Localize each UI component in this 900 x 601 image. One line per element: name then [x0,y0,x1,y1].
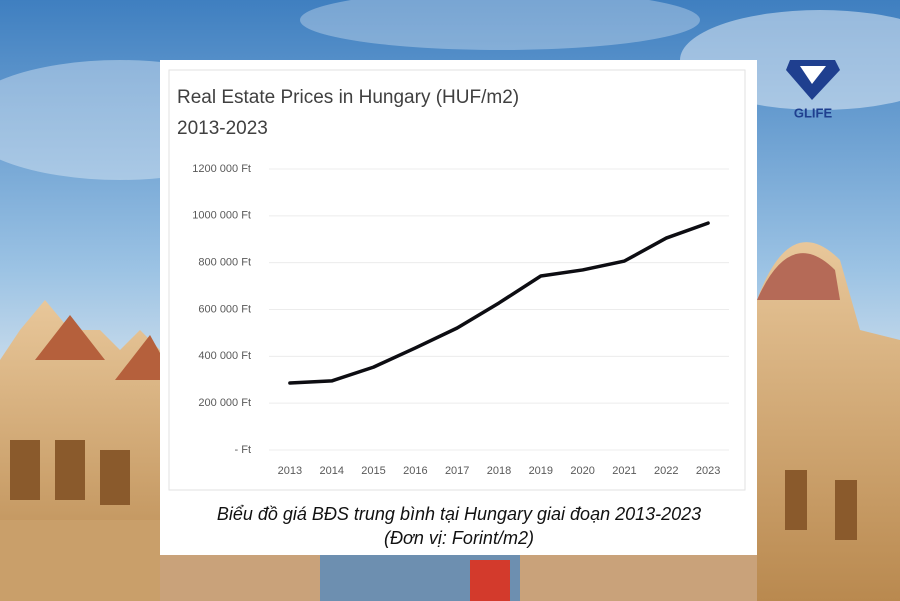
x-tick-label: 2016 [403,465,427,477]
x-tick-label: 2021 [612,465,636,477]
chart-frame [168,69,746,491]
y-tick-label: 800 000 Ft [198,257,251,269]
y-tick-label: 600 000 Ft [198,303,251,315]
y-tick-label: 1200 000 Ft [192,163,251,175]
y-tick-label: 1000 000 Ft [192,210,251,222]
x-tick-label: 2020 [570,465,594,477]
x-tick-label: 2019 [529,465,553,477]
x-tick-label: 2014 [319,465,343,477]
x-tick-label: 2018 [487,465,511,477]
caption: Biểu đồ giá BĐS trung bình tại Hungary g… [217,504,701,524]
y-tick-label: 400 000 Ft [198,350,251,362]
x-tick-label: 2022 [654,465,678,477]
x-tick-label: 2015 [361,465,385,477]
x-tick-label: 2013 [278,465,302,477]
logo-text: GLIFE [794,105,833,120]
x-tick-label: 2023 [696,465,720,477]
chart-subtitle: 2013-2023 [177,118,268,139]
x-tick-label: 2017 [445,465,469,477]
card [160,60,757,555]
caption: (Đơn vị: Forint/m2) [384,528,534,548]
y-tick-label: - Ft [235,444,252,456]
line [288,221,710,385]
y-tick-label: 200 000 Ft [198,397,251,409]
logo: GLIFE [786,60,840,120]
chart-title: Real Estate Prices in Hungary (HUF/m2) [177,87,519,108]
